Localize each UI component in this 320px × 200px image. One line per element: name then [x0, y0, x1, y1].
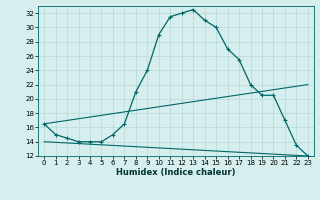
X-axis label: Humidex (Indice chaleur): Humidex (Indice chaleur) — [116, 168, 236, 177]
